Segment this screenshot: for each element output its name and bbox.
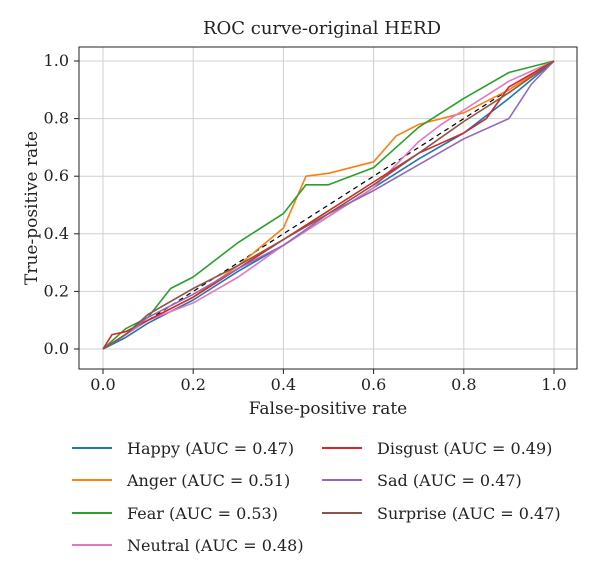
legend-label: Neutral (AUC = 0.48) xyxy=(127,536,304,555)
y-tick-label: 0.2 xyxy=(44,281,69,300)
legend-label: Disgust (AUC = 0.49) xyxy=(377,439,552,458)
y-tick-label: 0.0 xyxy=(44,339,69,358)
legend-label: Happy (AUC = 0.47) xyxy=(127,439,294,458)
x-tick-label: 0.0 xyxy=(90,375,115,394)
series-line-disgust xyxy=(102,60,555,350)
y-tick-label: 0.6 xyxy=(44,166,69,185)
axis-ticks: 0.0 0.2 0.4 0.6 0.8 1.0 0.0 0.2 0.4 0.6 0.8 1.0 xyxy=(44,51,567,394)
reference-diagonal-line xyxy=(102,60,555,350)
chart-title: ROC curve-original HERD xyxy=(203,18,441,39)
grid xyxy=(79,47,577,369)
plot-frame xyxy=(78,46,578,370)
legend-label: Fear (AUC = 0.53) xyxy=(127,504,278,523)
legend-label: Sad (AUC = 0.47) xyxy=(377,471,522,490)
y-tick-label: 1.0 xyxy=(44,51,69,70)
x-tick-label: 0.2 xyxy=(180,375,205,394)
legend-label: Anger (AUC = 0.51) xyxy=(126,471,290,490)
legend: Happy (AUC = 0.47) Anger (AUC = 0.51) Fear… xyxy=(72,439,561,555)
series-lines xyxy=(102,60,555,350)
series-line-surprise xyxy=(102,60,555,350)
y-tick-label: 0.4 xyxy=(44,224,69,243)
x-axis-label: False-positive rate xyxy=(249,399,408,419)
x-tick-label: 0.8 xyxy=(451,375,476,394)
legend-label: Surprise (AUC = 0.47) xyxy=(377,504,561,523)
x-tick-label: 1.0 xyxy=(541,375,566,394)
x-tick-label: 0.4 xyxy=(271,375,296,394)
x-tick-label: 0.6 xyxy=(361,375,386,394)
y-axis-label: True-positive rate xyxy=(22,131,42,285)
y-tick-label: 0.8 xyxy=(44,109,69,128)
